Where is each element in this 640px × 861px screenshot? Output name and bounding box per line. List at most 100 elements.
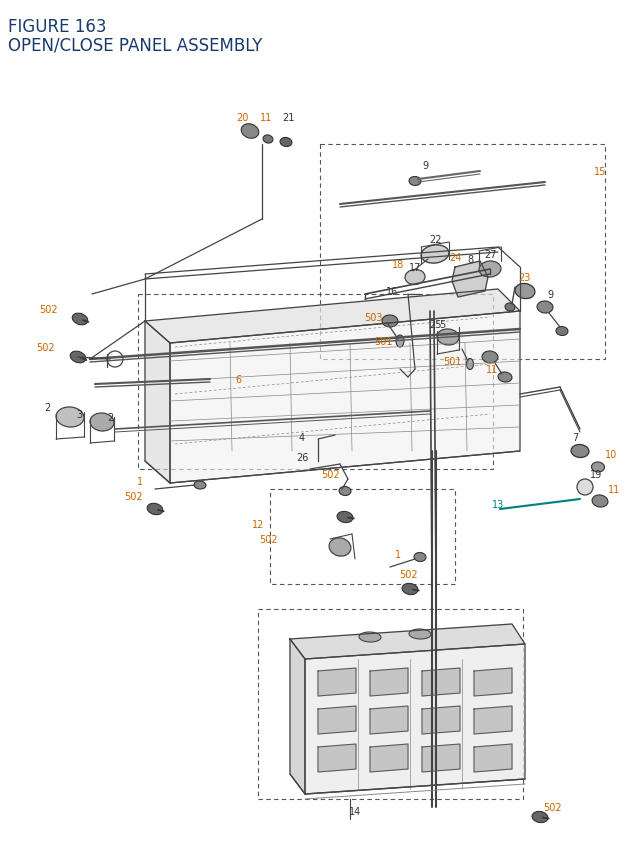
Ellipse shape (147, 504, 163, 515)
Polygon shape (474, 744, 512, 772)
Text: 15: 15 (594, 167, 606, 177)
Text: 501: 501 (443, 356, 461, 367)
Bar (320, 145, 605, 360)
Text: 502: 502 (40, 305, 58, 314)
Text: 502: 502 (321, 469, 339, 480)
Ellipse shape (537, 301, 553, 313)
Text: 9: 9 (422, 161, 428, 170)
Ellipse shape (90, 413, 114, 431)
Ellipse shape (70, 352, 86, 363)
Bar (138, 294, 493, 469)
Polygon shape (290, 639, 305, 794)
Ellipse shape (591, 462, 605, 473)
Text: 19: 19 (590, 469, 602, 480)
Polygon shape (145, 289, 520, 344)
Ellipse shape (72, 313, 88, 325)
Text: 21: 21 (282, 113, 294, 123)
Ellipse shape (339, 487, 351, 496)
Bar (270, 489, 455, 585)
Polygon shape (474, 706, 512, 734)
Text: 1: 1 (395, 549, 401, 560)
Polygon shape (452, 262, 488, 298)
Text: 4: 4 (299, 432, 305, 443)
Ellipse shape (280, 139, 292, 147)
Text: 11: 11 (486, 364, 498, 375)
Ellipse shape (414, 553, 426, 562)
Text: 502: 502 (543, 802, 561, 812)
Text: 17: 17 (409, 263, 421, 273)
Ellipse shape (482, 351, 498, 363)
Text: 25: 25 (429, 319, 441, 330)
Polygon shape (370, 706, 408, 734)
Text: 13: 13 (492, 499, 504, 510)
Text: 502: 502 (36, 343, 55, 353)
Ellipse shape (498, 373, 512, 382)
Ellipse shape (556, 327, 568, 336)
Text: 502: 502 (124, 492, 143, 501)
Ellipse shape (402, 584, 418, 595)
Text: 10: 10 (605, 449, 617, 460)
Ellipse shape (56, 407, 84, 428)
Ellipse shape (505, 304, 515, 312)
Text: 3: 3 (76, 410, 82, 419)
Text: 502: 502 (399, 569, 417, 579)
Text: 11: 11 (608, 485, 620, 494)
Text: 11: 11 (260, 113, 272, 123)
Ellipse shape (467, 359, 474, 370)
Polygon shape (145, 322, 170, 483)
Polygon shape (422, 668, 460, 697)
Polygon shape (370, 668, 408, 697)
Bar (258, 610, 523, 799)
Text: 8: 8 (467, 255, 473, 264)
Text: 20: 20 (236, 113, 248, 123)
Polygon shape (305, 644, 525, 794)
Ellipse shape (329, 538, 351, 556)
Text: FIGURE 163: FIGURE 163 (8, 18, 106, 36)
Ellipse shape (592, 495, 608, 507)
Text: 27: 27 (484, 250, 496, 260)
Ellipse shape (405, 270, 425, 285)
Polygon shape (422, 706, 460, 734)
Text: 23: 23 (518, 273, 530, 282)
Text: 501: 501 (374, 337, 392, 347)
Text: 24: 24 (449, 253, 461, 263)
Polygon shape (422, 744, 460, 772)
Ellipse shape (337, 511, 353, 523)
Ellipse shape (571, 445, 589, 458)
Text: 503: 503 (364, 313, 382, 323)
Text: 16: 16 (386, 287, 398, 297)
Polygon shape (474, 668, 512, 697)
Text: 6: 6 (235, 375, 241, 385)
Ellipse shape (515, 284, 535, 300)
Ellipse shape (194, 481, 206, 489)
Polygon shape (370, 744, 408, 772)
Text: 7: 7 (572, 432, 579, 443)
Ellipse shape (359, 632, 381, 642)
Text: 14: 14 (349, 806, 361, 816)
Ellipse shape (409, 629, 431, 639)
Text: 9: 9 (547, 289, 553, 300)
Ellipse shape (396, 336, 404, 348)
Ellipse shape (241, 125, 259, 139)
Text: 2: 2 (44, 403, 50, 412)
Circle shape (577, 480, 593, 495)
Text: 5: 5 (439, 319, 445, 330)
Text: OPEN/CLOSE PANEL ASSEMBLY: OPEN/CLOSE PANEL ASSEMBLY (8, 36, 262, 54)
Polygon shape (318, 744, 356, 772)
Text: 502: 502 (259, 535, 277, 544)
Polygon shape (318, 706, 356, 734)
Text: 22: 22 (429, 235, 441, 245)
Ellipse shape (479, 262, 501, 278)
Polygon shape (318, 668, 356, 697)
Text: 26: 26 (296, 453, 308, 462)
Ellipse shape (532, 811, 548, 822)
Text: 2: 2 (107, 412, 113, 423)
Polygon shape (290, 624, 525, 660)
Ellipse shape (409, 177, 421, 186)
Text: 1: 1 (137, 476, 143, 486)
Text: 12: 12 (252, 519, 264, 530)
Ellipse shape (382, 316, 398, 328)
Polygon shape (170, 312, 520, 483)
Text: 18: 18 (392, 260, 404, 269)
Ellipse shape (437, 330, 459, 345)
